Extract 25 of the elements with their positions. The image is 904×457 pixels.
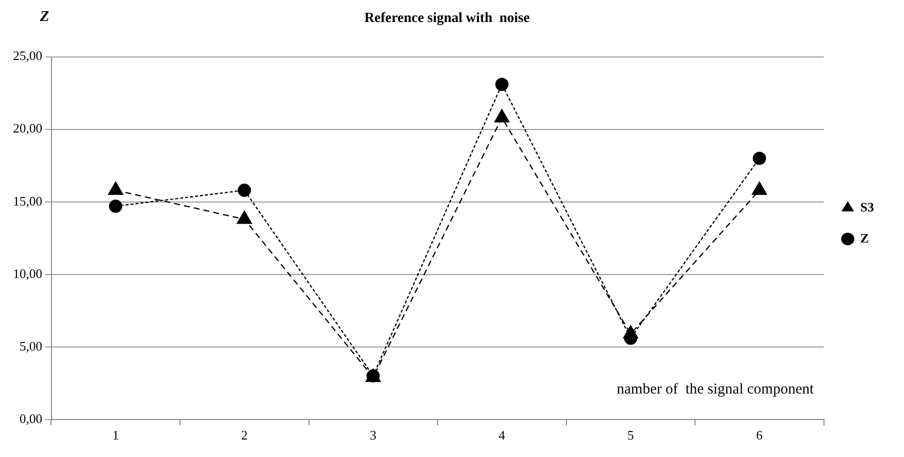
chart-title: Reference signal with noise [364,11,530,26]
point [623,325,638,338]
point [236,210,252,224]
point [108,182,124,195]
x-tick-label: 4 [498,428,506,443]
y-tick-label: 0,00 [20,410,42,426]
point [109,200,122,213]
x-tick-label: 5 [627,428,634,443]
point [752,182,767,195]
y-tick-label: 5,00 [20,338,42,354]
legend-label: Z [860,230,870,246]
point [238,184,251,197]
legend-label: S3 [860,199,874,214]
x-axis-title: namber of the signal component [616,381,815,398]
point [752,152,766,165]
x-tick-label: 6 [756,428,764,443]
y-axis-title: Z [39,8,50,25]
x-tick-label: 3 [370,428,376,443]
y-tick-label: 20,00 [13,120,42,136]
y-tick-label: 10,00 [13,266,42,281]
x-tick-label: 1 [112,428,119,443]
y-tick-label: 15,00 [13,193,42,208]
point [495,78,508,91]
x-tick-label: 2 [241,428,248,443]
y-tick-label: 25,00 [13,48,42,64]
